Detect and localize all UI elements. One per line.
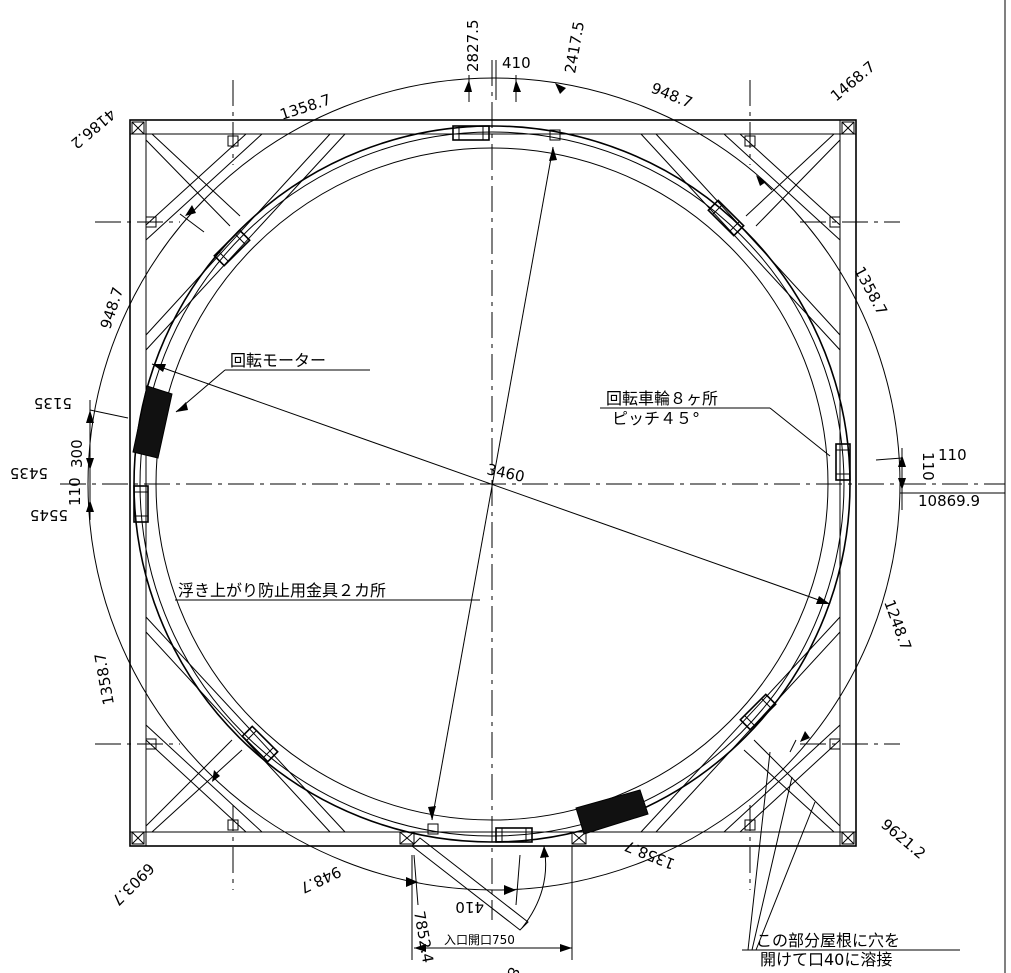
diameter-arrow-left — [152, 364, 166, 372]
wheel-block-left — [133, 485, 149, 523]
diameter-arrow-right — [816, 596, 830, 604]
frame-small-squares — [145, 129, 841, 835]
dim-3460: 3460 — [485, 460, 526, 486]
wheel-block-tr — [707, 199, 745, 237]
dim-leaders — [89, 60, 1005, 906]
wheel-block-right — [835, 443, 851, 481]
dim-410-top: 410 — [502, 54, 531, 72]
rotation-motor-bottom — [575, 789, 649, 835]
wheel-block-bottom — [495, 827, 533, 843]
dim-1468: 1468.7 — [827, 58, 879, 106]
entrance-door — [411, 837, 573, 960]
corner-box-tr — [841, 121, 855, 135]
corner-box-br — [841, 831, 855, 845]
dim-410-b: 410 — [455, 898, 484, 916]
dim-948-tr: 948.7 — [649, 79, 696, 112]
diameter2-arrow-bottom — [428, 806, 436, 820]
dim-300: 300 — [68, 439, 86, 468]
entrance-box-l — [399, 831, 415, 845]
corner-box-tl — [131, 121, 145, 135]
dim-2417: 2417.5 — [561, 20, 588, 75]
rotation-motor-left — [132, 385, 173, 459]
wheel-block-tl — [213, 229, 251, 267]
dim-1358-tl: 1358.7 — [278, 90, 333, 123]
dim-7852: 7852.4 — [410, 910, 437, 965]
diameter-line-7852 — [431, 146, 554, 821]
wheel-block-bl — [241, 725, 279, 763]
dim-6903: 6903.7 — [108, 859, 158, 909]
label-entrance: 入口開口750 — [444, 933, 515, 947]
dim-arrowheads — [86, 80, 906, 895]
label-wheels-line1: 回転車輪８ヶ所 — [606, 389, 718, 408]
diameter-line-3460 — [151, 363, 831, 605]
dim-110-r-label: 110 — [938, 446, 967, 464]
dim-110-l: 110 — [66, 477, 84, 506]
dim-948-l: 948.7 — [97, 285, 127, 331]
frame-tick-lines — [95, 80, 900, 890]
wheel-block-top — [452, 125, 490, 141]
dim-1358-bl: 1358.7 — [91, 652, 118, 707]
dim-5435: 5435 — [10, 464, 48, 482]
dim-10869: 10869.9 — [918, 492, 980, 510]
label-leaders — [175, 369, 960, 951]
label-roof-line2: 開けて口40に溶接 — [760, 950, 892, 969]
dim-8: 8 — [503, 965, 523, 973]
label-motor: 回転モーター — [230, 351, 326, 370]
dim-4186: 4186.2 — [67, 105, 119, 153]
dim-948-b: 948.7 — [297, 862, 344, 896]
diameter2-arrow-top — [549, 147, 557, 161]
corner-box-bl — [131, 831, 145, 845]
dim-2827: 2827.5 — [464, 20, 482, 73]
dim-1358-b: 1358.7 — [622, 837, 677, 873]
label-uplift: 浮き上がり防止用金具２カ所 — [178, 581, 386, 600]
label-roof-line1: この部分屋根に穴を — [756, 931, 900, 950]
dim-1248: 1248.7 — [880, 597, 915, 652]
label-wheels-line2: ピッチ４５° — [612, 409, 700, 428]
dim-110-r: 110 — [919, 452, 937, 481]
dim-5545: 5545 — [30, 506, 68, 524]
dim-5135: 5135 — [34, 394, 72, 412]
wheel-block-br — [739, 693, 777, 731]
dim-9621: 9621.2 — [877, 815, 929, 863]
base-frame — [129, 119, 857, 847]
